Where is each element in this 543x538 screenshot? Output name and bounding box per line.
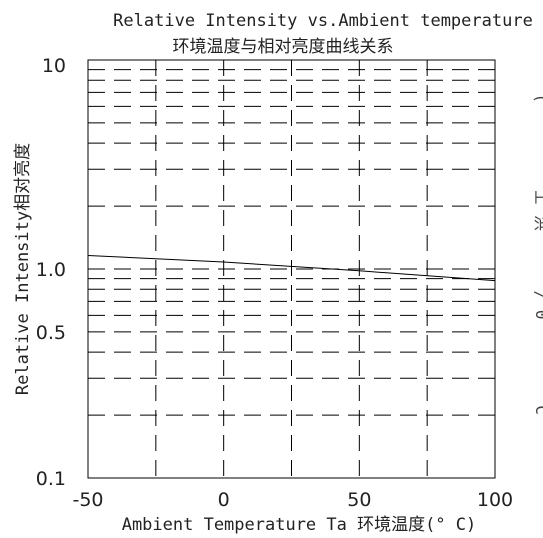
chart-title: Relative Intensity vs.Ambient temperatur…: [113, 11, 533, 31]
y-tick-label-1: 0.5: [36, 322, 66, 344]
side-annotation-3: C: [532, 405, 543, 415]
side-annotation-0: ( ^: [532, 94, 543, 123]
x-tick-label-0: -50: [72, 489, 103, 511]
x-tick-labels: -50 0 50 100: [72, 489, 513, 511]
plot-frame: [87, 59, 496, 479]
y-tick-labels: 0.1 0.5 1.0 10: [36, 55, 66, 490]
x-axis-label: Ambient Temperature Ta 环境温度(° C): [122, 515, 477, 535]
side-annotations: ( ^ 士 洪 / 0 C: [532, 94, 543, 415]
x-tick-label-3: 100: [477, 489, 513, 511]
y-tick-label-3: 10: [42, 55, 66, 77]
y-gridlines: [88, 69, 495, 416]
x-tick-label-2: 50: [347, 489, 371, 511]
x-tick-label-1: 0: [218, 489, 230, 511]
series-layer: [87, 255, 496, 282]
side-annotation-2: / 0: [532, 291, 543, 320]
series-line-0: [87, 255, 496, 282]
y-tick-label-0: 0.1: [36, 468, 66, 490]
chart-subtitle: 环境温度与相对亮度曲线关系: [173, 37, 394, 57]
side-annotation-1: 士 洪: [532, 189, 543, 231]
y-tick-label-2: 1.0: [36, 259, 66, 281]
y-axis-label: Relative Intensity相对亮度: [13, 143, 33, 395]
